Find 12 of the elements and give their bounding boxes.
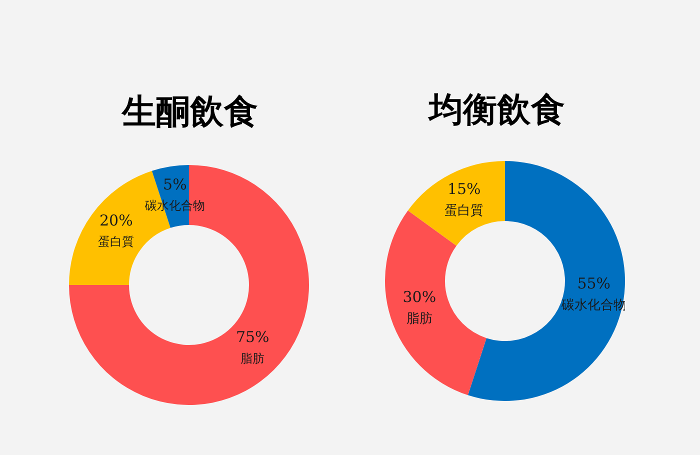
data-label: 5% — [163, 176, 187, 194]
chart-title: 生酮飲食 — [120, 91, 259, 134]
data-label: 75% — [236, 328, 270, 346]
data-label: 20% — [100, 211, 133, 230]
data-label: 15% — [447, 180, 481, 198]
slice-label: 脂肪 — [240, 351, 265, 366]
data-label: 30% — [402, 288, 436, 306]
chart-title: 均衡飲食 — [427, 89, 566, 132]
slice-label: 蛋白質 — [98, 234, 134, 249]
slice-label: 脂肪 — [406, 312, 432, 327]
slice-label: 蛋白質 — [444, 204, 484, 219]
data-label: 55% — [577, 274, 611, 292]
